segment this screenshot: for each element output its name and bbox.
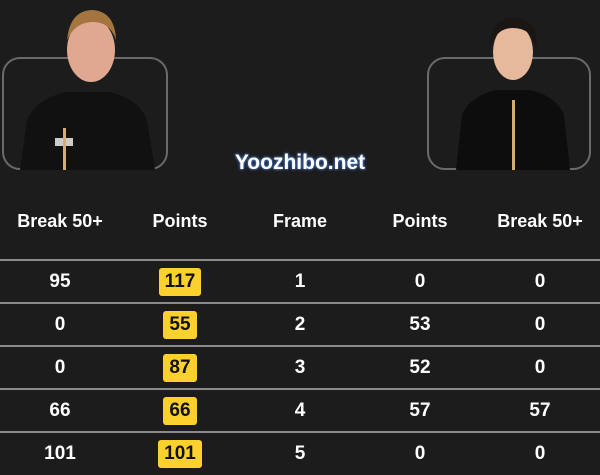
left-points: 66 — [120, 397, 240, 425]
left-break: 66 — [49, 400, 71, 421]
right-break: 0 — [534, 443, 546, 464]
header-frame: Frame — [272, 211, 328, 231]
table-row: 0 55 2 53 0 — [0, 302, 600, 346]
right-points: 53 — [409, 314, 431, 335]
right-points: 0 — [414, 271, 426, 292]
left-break: 0 — [54, 357, 66, 378]
player-left-photo — [20, 10, 155, 170]
right-break: 0 — [534, 357, 546, 378]
table-row: 66 66 4 57 57 — [0, 388, 600, 432]
points-badge: 66 — [163, 397, 197, 425]
left-break: 0 — [54, 314, 66, 335]
right-points: 0 — [414, 443, 426, 464]
left-break: 101 — [44, 443, 76, 464]
points-badge: 101 — [158, 440, 202, 468]
right-break: 0 — [534, 271, 546, 292]
frame-number: 1 — [294, 271, 306, 292]
left-points: 87 — [120, 354, 240, 382]
left-points: 101 — [120, 440, 240, 468]
header-right-points: Points — [392, 211, 448, 231]
points-badge: 55 — [163, 311, 197, 339]
header-right-break: Break 50+ — [497, 211, 583, 231]
frame-number: 4 — [294, 400, 306, 421]
right-break: 0 — [534, 314, 546, 335]
header-left-points: Points — [152, 211, 208, 231]
player-right-photo — [456, 18, 570, 170]
frame-number: 3 — [294, 357, 306, 378]
left-points: 117 — [120, 268, 240, 296]
table-row: 101 101 5 0 0 — [0, 431, 600, 475]
table-row: 95 117 1 0 0 — [0, 259, 600, 303]
table-row: 0 87 3 52 0 — [0, 345, 600, 389]
frame-number: 2 — [294, 314, 306, 335]
header-left-break: Break 50+ — [17, 211, 103, 231]
points-badge: 87 — [163, 354, 197, 382]
points-badge: 117 — [158, 268, 202, 296]
table-header: Break 50+ Points Frame Points Break 50+ — [0, 206, 600, 236]
left-break: 95 — [49, 271, 71, 292]
watermark: Yoozhibo.net — [234, 151, 366, 174]
left-points: 55 — [120, 311, 240, 339]
right-break: 57 — [529, 400, 551, 421]
frame-number: 5 — [294, 443, 306, 464]
right-points: 57 — [409, 400, 431, 421]
right-points: 52 — [409, 357, 431, 378]
